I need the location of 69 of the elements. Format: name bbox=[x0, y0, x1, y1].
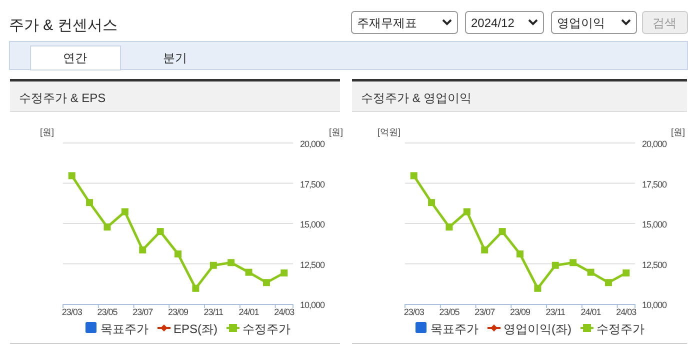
point bbox=[534, 284, 542, 292]
y2-axis-title: [원] bbox=[670, 127, 686, 137]
point bbox=[104, 224, 111, 231]
text: 2024/12 bbox=[471, 16, 515, 30]
x-tick-label: 23/03 bbox=[404, 307, 424, 317]
point bbox=[604, 279, 612, 286]
point bbox=[174, 250, 182, 258]
y2-tick-label: 12,500 bbox=[300, 260, 326, 270]
x-tick-label: 24/03 bbox=[616, 307, 637, 317]
legend-label: EPS(좌) bbox=[173, 322, 218, 336]
text: 주재무제표 bbox=[357, 16, 417, 30]
y2-tick-label: 20,000 bbox=[300, 139, 326, 149]
text: 검색 bbox=[652, 16, 676, 30]
point bbox=[428, 199, 436, 206]
text: 분기 bbox=[163, 51, 187, 65]
text: 주가 & 컨센서스 bbox=[9, 17, 118, 34]
legend-label: 수정주가 bbox=[242, 322, 291, 336]
y2-axis-title: [원] bbox=[328, 127, 344, 137]
y2-tick-label: 15,000 bbox=[642, 220, 668, 230]
point bbox=[410, 172, 418, 180]
y-axis-title: [억원] bbox=[377, 127, 401, 137]
x-tick-label: 23/07 bbox=[474, 307, 496, 317]
x-tick-label: 23/05 bbox=[97, 307, 118, 317]
x-tick-label: 23/07 bbox=[132, 307, 154, 317]
text: 연간 bbox=[63, 51, 87, 65]
point bbox=[570, 259, 577, 266]
point bbox=[463, 208, 470, 216]
y2-tick-label: 10,000 bbox=[300, 300, 326, 310]
x-tick-label: 23/03 bbox=[62, 307, 82, 317]
legend-label: 목표주가 bbox=[430, 322, 478, 336]
x-tick-label: 24/01 bbox=[238, 307, 260, 317]
chart-title: 수정주가 & 영업이익 bbox=[361, 91, 472, 105]
point bbox=[139, 246, 146, 254]
point bbox=[498, 228, 506, 236]
x-tick-label: 23/05 bbox=[439, 307, 460, 317]
point bbox=[622, 269, 630, 276]
point bbox=[280, 269, 288, 276]
legend-label: 수정주가 bbox=[596, 322, 644, 336]
text: 영업이익 bbox=[557, 16, 605, 30]
y2-tick-label: 20,000 bbox=[642, 139, 668, 149]
y2-tick-label: 15,000 bbox=[300, 220, 326, 230]
x-tick-label: 23/09 bbox=[510, 307, 530, 317]
x-tick-label: 23/09 bbox=[168, 307, 188, 317]
point bbox=[481, 246, 488, 254]
point bbox=[121, 208, 128, 216]
x-tick-label: 24/03 bbox=[274, 307, 295, 317]
legend-label: 목표주가 bbox=[100, 322, 148, 336]
x-tick-label: 24/01 bbox=[580, 307, 602, 317]
point bbox=[228, 259, 235, 266]
y2-tick-label: 17,500 bbox=[300, 179, 326, 190]
y2-tick-label: 10,000 bbox=[642, 300, 668, 310]
y-axis-title: [원] bbox=[40, 127, 54, 137]
point bbox=[86, 199, 94, 206]
point bbox=[552, 262, 559, 269]
point bbox=[210, 262, 217, 269]
x-tick-label: 23/11 bbox=[204, 307, 224, 317]
point bbox=[245, 268, 252, 276]
point bbox=[587, 268, 594, 276]
legend-label: 영업이익(좌) bbox=[504, 322, 572, 336]
point bbox=[262, 279, 270, 286]
point bbox=[192, 284, 200, 292]
x-tick-label: 23/11 bbox=[546, 307, 566, 317]
y2-tick-label: 17,500 bbox=[642, 179, 668, 190]
point bbox=[446, 224, 453, 231]
y2-tick-label: 12,500 bbox=[642, 260, 668, 270]
point bbox=[156, 228, 164, 236]
point bbox=[516, 250, 524, 258]
chart-title: 수정주가 & EPS bbox=[19, 91, 106, 105]
point bbox=[68, 172, 76, 180]
